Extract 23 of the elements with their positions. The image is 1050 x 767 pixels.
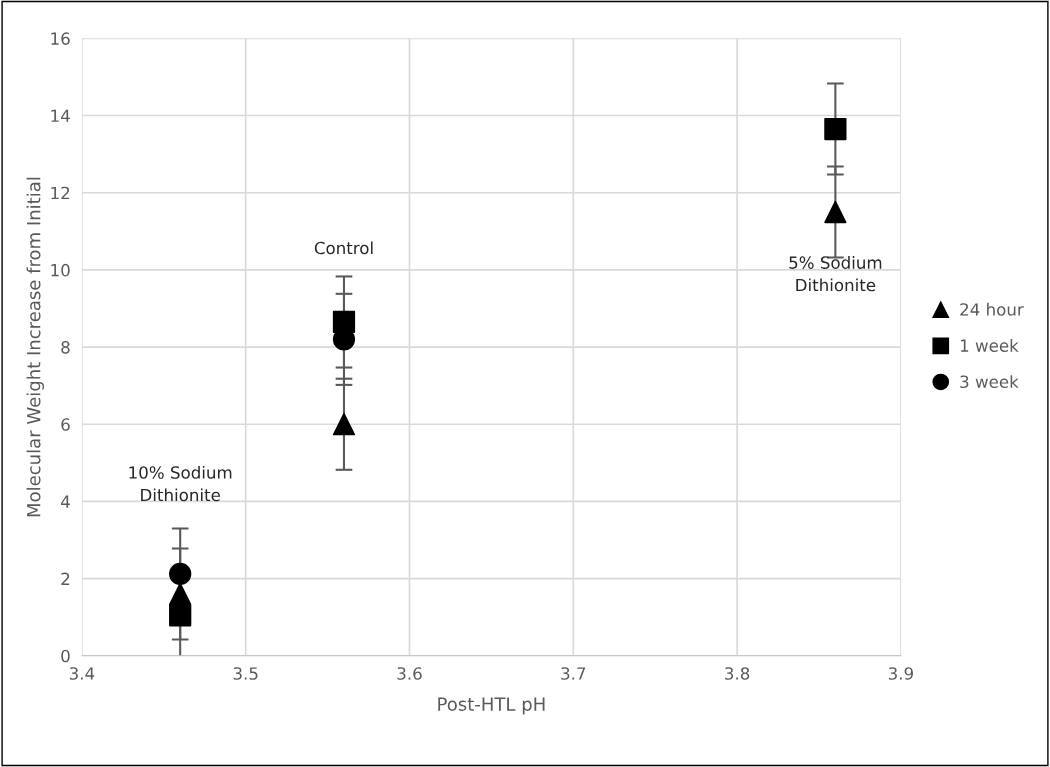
x-axis-title: Post-HTL pH xyxy=(438,697,545,715)
legend-label: 3 week xyxy=(960,375,1019,389)
y-tick-label: 14 xyxy=(51,109,70,122)
x-tick-label: 3.5 xyxy=(233,667,258,680)
x-tick-label: 3.7 xyxy=(561,667,586,680)
y-tick-label: 2 xyxy=(61,572,70,585)
annotation: 10% Sodium Dithionite xyxy=(129,465,232,502)
annotation: Control xyxy=(314,241,373,255)
y-tick-label: 12 xyxy=(51,186,70,200)
y-axis-title: Molecular Weight Increase from Initial xyxy=(26,177,45,517)
x-tick-label: 3.9 xyxy=(888,667,913,680)
x-tick-label: 3.6 xyxy=(397,667,422,680)
y-tick-label: 8 xyxy=(61,341,70,354)
y-tick-label: 16 xyxy=(51,32,70,45)
legend-label: 24 hour xyxy=(960,302,1024,316)
y-tick-label: 10 xyxy=(51,263,70,277)
legend-label: 1 week xyxy=(960,339,1019,352)
y-tick-label: 6 xyxy=(61,418,70,431)
x-tick-label: 3.4 xyxy=(69,667,95,680)
x-tick-label: 3.8 xyxy=(725,667,750,680)
annotation: 5% Sodium Dithionite xyxy=(789,255,882,292)
y-tick-label: 0 xyxy=(61,649,70,663)
y-tick-label: 4 xyxy=(61,495,70,508)
